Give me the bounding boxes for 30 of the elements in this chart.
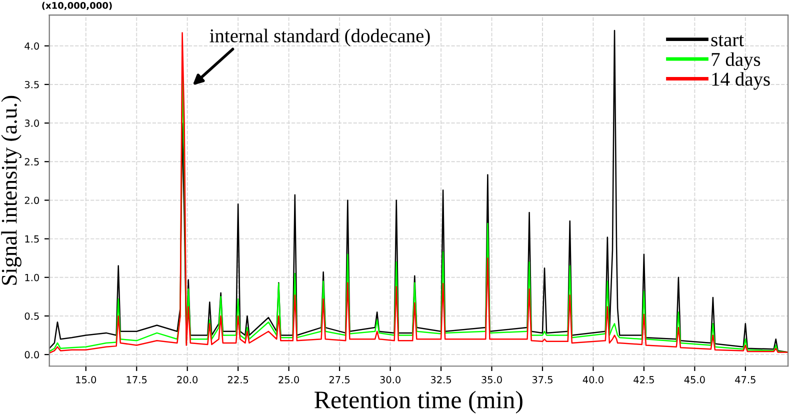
y-tick-label: 2.5: [24, 158, 39, 166]
x-tick-label: 40.0: [582, 376, 604, 384]
legend-label: 7 days: [712, 52, 760, 70]
y-tick-label: 4.0: [24, 42, 39, 50]
y-tick-label: 1.5: [25, 235, 39, 243]
y-axis-title: Signal intensity (a.u.): [1, 96, 22, 285]
x-axis-title: Retention time (min): [314, 390, 522, 414]
x-tick-label: 25.0: [278, 376, 299, 384]
y-tick-label: 0.0: [24, 351, 39, 358]
y-tick-label: 3.0: [24, 120, 39, 127]
x-tick-label: 22.5: [228, 376, 248, 384]
x-tick-label: 35.0: [482, 376, 502, 384]
x-tick-label: 20.0: [177, 376, 198, 384]
y-tick-label: 3.5: [24, 80, 39, 88]
x-tick-label: 17.5: [126, 376, 147, 384]
x-tick-label: 47.5: [735, 376, 756, 384]
y-tick-label: 1.0: [25, 274, 39, 282]
y-tick-label: 0.5: [24, 312, 39, 320]
y-tick-label: 2.0: [24, 196, 39, 204]
legend-label: 14 days: [712, 72, 770, 90]
text: (x10,000,000): [42, 2, 112, 10]
x-tick-label: 15.0: [76, 376, 96, 384]
annotation: internal standard (dodecane): [210, 28, 430, 46]
x-tick-label: 27.5: [329, 376, 350, 384]
x-tick-label: 42.5: [634, 376, 654, 384]
legend-label: start: [711, 35, 744, 46]
x-tick-label: 32.5: [430, 376, 451, 384]
x-tick-label: 37.5: [532, 376, 552, 384]
x-tick-label: 30.0: [380, 376, 400, 384]
x-tick-label: 45.0: [684, 376, 705, 384]
